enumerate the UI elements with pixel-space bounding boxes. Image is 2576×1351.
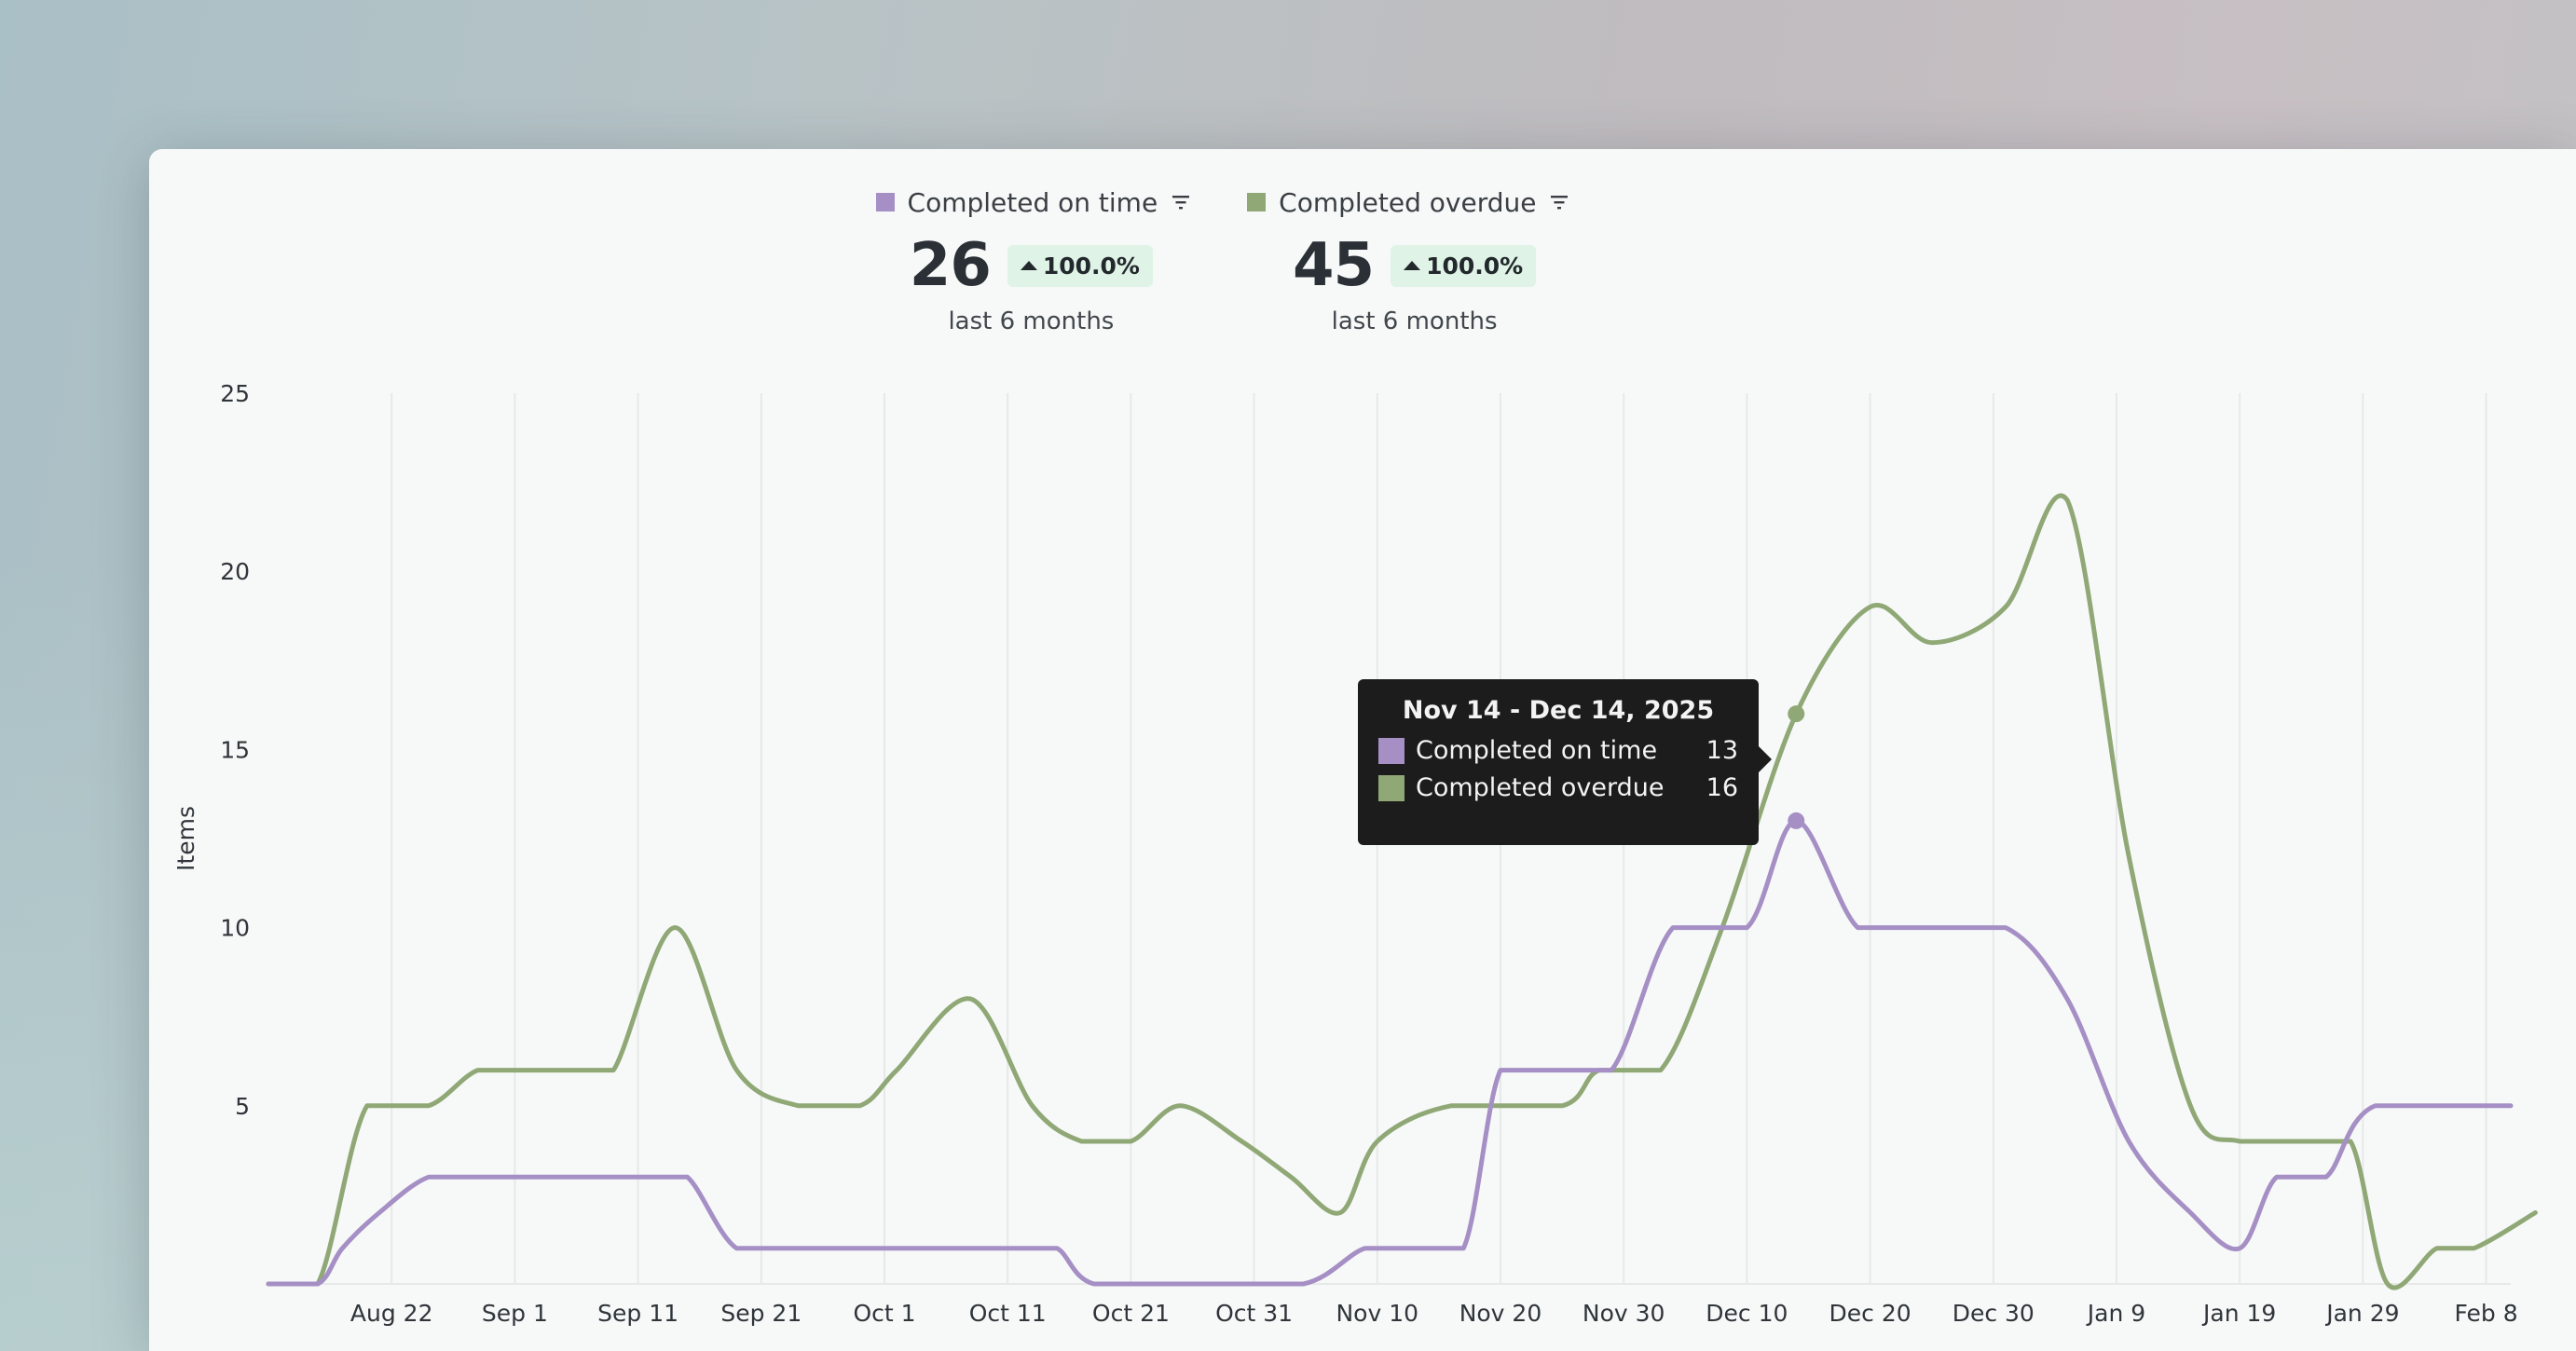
x-tick-label: Oct 21 [1092,1300,1170,1327]
change-value-overdue: 100.0% [1426,252,1524,280]
tooltip-row-overdue: Completed overdue 16 [1378,773,1738,802]
x-tick-label: Oct 1 [853,1300,915,1327]
legend-item-overdue[interactable]: Completed overdue [1247,187,1569,218]
tooltip-label-on-time: Completed on time [1416,736,1658,765]
stat-value-overdue: 45 [1293,231,1375,300]
tooltip-swatch-on-time [1378,737,1404,764]
change-badge-on-time: 100.0% [1007,244,1153,287]
tooltip-label-overdue: Completed overdue [1416,773,1665,802]
x-tick-label: Dec 20 [1829,1300,1911,1327]
change-badge-overdue: 100.0% [1391,244,1537,287]
x-tick-label: Oct 31 [1215,1300,1293,1327]
legend-item-on-time[interactable]: Completed on time [875,186,1192,218]
tooltip-value-on-time: 13 [1706,736,1738,765]
filter-icon[interactable] [1549,192,1569,212]
x-tick-label: Nov 10 [1336,1300,1418,1327]
change-value-on-time: 100.0% [1042,252,1140,280]
arrow-up-icon [1404,261,1421,270]
x-tick-label: Sep 1 [482,1300,548,1327]
y-tick-label: 15 [220,736,250,763]
x-tick-label: Oct 11 [969,1300,1047,1327]
x-tick-label: Nov 30 [1583,1300,1665,1327]
highlight-point-overdue [1788,705,1805,723]
legend-label-on-time: Completed on time [907,186,1158,218]
chart-tooltip: Nov 14 - Dec 14, 2025 Completed on time … [1358,679,1772,845]
x-tick-label: Dec 30 [1953,1300,2035,1327]
y-tick-label: 10 [220,915,250,942]
highlight-point-on-time [1788,812,1805,829]
y-tick-label: 20 [220,558,250,585]
series-line-overdue [266,493,2538,1290]
stat-period-on-time: last 6 months [948,307,1115,335]
legend: Completed on time Completed overdue [149,177,2576,227]
stat-period-overdue: last 6 months [1331,307,1498,335]
legend-label-overdue: Completed overdue [1279,186,1537,218]
x-tick-label: Dec 10 [1706,1300,1788,1327]
y-tick-label: 5 [235,1093,250,1120]
y-tick-label: 25 [220,380,250,407]
legend-swatch-on-time [875,193,895,212]
series-line-on-time [266,818,2514,1287]
x-tick-label: Sep 11 [597,1300,678,1327]
x-tick-label: Aug 22 [350,1300,433,1327]
stat-on-time: 26 100.0% last 6 months [910,231,1153,335]
x-tick-label: Jan 9 [2086,1300,2145,1327]
y-axis-title: Items [172,806,199,871]
tooltip-value-overdue: 16 [1706,773,1738,802]
filter-icon[interactable] [1171,192,1191,212]
tooltip-row-on-time: Completed on time 13 [1378,736,1738,765]
arrow-up-icon [1020,261,1037,270]
tooltip-title: Nov 14 - Dec 14, 2025 [1402,696,1715,725]
x-tick-label: Nov 20 [1459,1300,1542,1327]
x-tick-label: Feb 8 [2454,1300,2517,1327]
legend-swatch-overdue [1247,193,1267,212]
x-tick-label: Sep 21 [720,1300,802,1327]
x-tick-label: Jan 19 [2201,1300,2276,1327]
stat-overdue: 45 100.0% last 6 months [1293,231,1537,335]
x-tick-label: Jan 29 [2324,1300,2399,1327]
tooltip-swatch-overdue [1378,774,1404,801]
stats-row: 26 100.0% last 6 months 45 100.0% last 6… [149,231,2576,335]
stat-value-on-time: 26 [909,231,992,300]
